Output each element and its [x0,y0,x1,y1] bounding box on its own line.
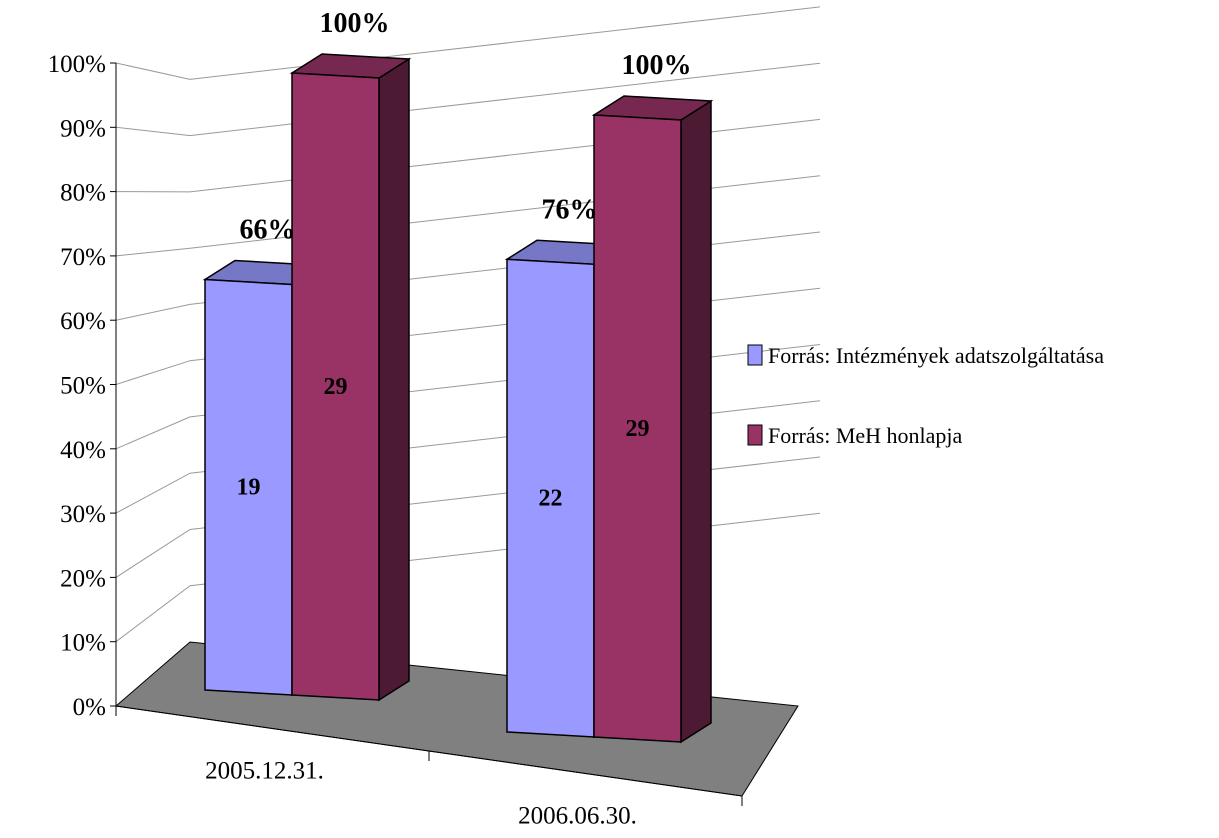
value-axis: 0% 10% 20% 30% 40% 50% 60% 70% 80% 90% 100% [48,51,117,721]
y-tick-label: 30% [60,501,106,528]
bar [291,72,380,701]
y-tick-label: 70% [60,244,106,271]
bar-count-label: 29 [324,374,348,400]
y-tick-label: 60% [60,308,106,335]
y-tick-label: 80% [60,180,106,207]
y-tick-label: 50% [60,373,106,400]
y-tick-label: 0% [73,694,106,721]
legend-swatch [747,424,763,446]
bar-side [378,57,410,702]
bar-count-label: 29 [626,416,650,442]
legend: Forrás: Intézmények adatszolgáltatása For… [747,343,1104,448]
bar-count-label: 19 [237,475,261,501]
bar [593,114,682,743]
bar-value-label: 66% [240,214,296,245]
y-tick-label: 10% [60,630,106,657]
y-tick-label: 90% [60,115,106,142]
gridline [115,6,821,80]
gridline [115,62,821,137]
bar-value-label: 100% [320,8,390,39]
bar-count-label: 22 [539,486,563,512]
chart-walls [115,6,821,643]
y-tick-label: 100% [48,51,106,78]
bar-side [680,99,712,744]
bar-value-label: 100% [622,50,692,81]
gridline [115,118,821,193]
data-labels: 19 66% 29 100% 22 76% 29 100% [237,8,692,512]
y-tick-label: 20% [60,565,106,592]
legend-label: Forrás: MeH honlapja [768,423,963,448]
legend-label: Forrás: Intézmények adatszolgáltatása [768,343,1104,368]
chart-bars [202,53,714,744]
x-tick-label: 2005.12.31. [205,758,324,785]
x-tick-label: 2006.06.30. [518,803,637,830]
bar-value-label: 76% [542,194,598,225]
legend-swatch [747,344,763,366]
category-axis: 2005.12.31. 2006.06.30. [115,705,743,830]
y-tick-label: 40% [60,437,106,464]
